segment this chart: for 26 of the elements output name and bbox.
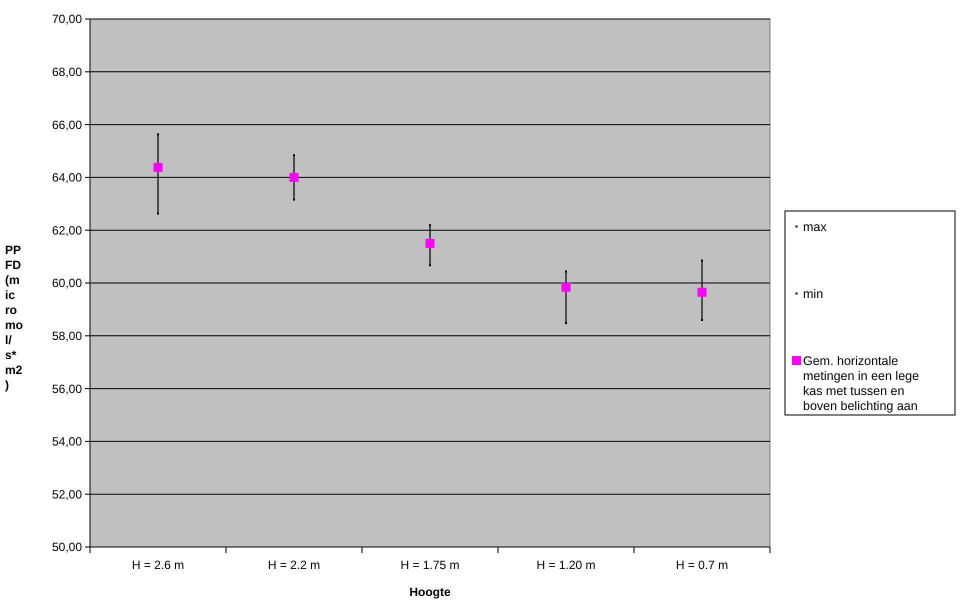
y-tick-label: 58,00 bbox=[52, 329, 82, 343]
legend-label: max bbox=[803, 220, 828, 234]
y-tick-label: 54,00 bbox=[52, 434, 82, 449]
x-axis-title: Hoogte bbox=[409, 585, 451, 599]
x-tick-label: H = 1.75 m bbox=[400, 558, 460, 572]
y-tick-label: 56,00 bbox=[52, 382, 82, 396]
y-tick-label: 52,00 bbox=[52, 487, 82, 502]
x-tick-label: H = 0.7 m bbox=[676, 558, 728, 572]
y-tick-label: 66,00 bbox=[52, 118, 82, 132]
point bbox=[562, 282, 570, 292]
y-tick-label: 64,00 bbox=[52, 170, 82, 185]
y-tick-label: 50,00 bbox=[52, 540, 82, 554]
y-tick-label: 70,00 bbox=[52, 12, 82, 26]
x-tick-label: H = 2.2 m bbox=[268, 558, 320, 572]
point bbox=[698, 288, 706, 297]
point bbox=[290, 172, 298, 182]
point bbox=[154, 162, 162, 172]
legend-label: Gem. horizontale metingen in een lege kas met tussen en boven belichting aan bbox=[803, 354, 920, 413]
point bbox=[426, 238, 434, 248]
text: PPFD (micromol/s*m2) bbox=[5, 243, 23, 392]
y-tick-label: 68,00 bbox=[52, 65, 82, 79]
x-tick-label: H = 1.20 m bbox=[536, 558, 596, 572]
y-tick-label: 60,00 bbox=[52, 276, 82, 290]
x-tick-label: H = 2.6 m bbox=[132, 558, 184, 572]
legend-label: min bbox=[803, 287, 824, 301]
y-tick-label: 62,00 bbox=[52, 223, 82, 238]
